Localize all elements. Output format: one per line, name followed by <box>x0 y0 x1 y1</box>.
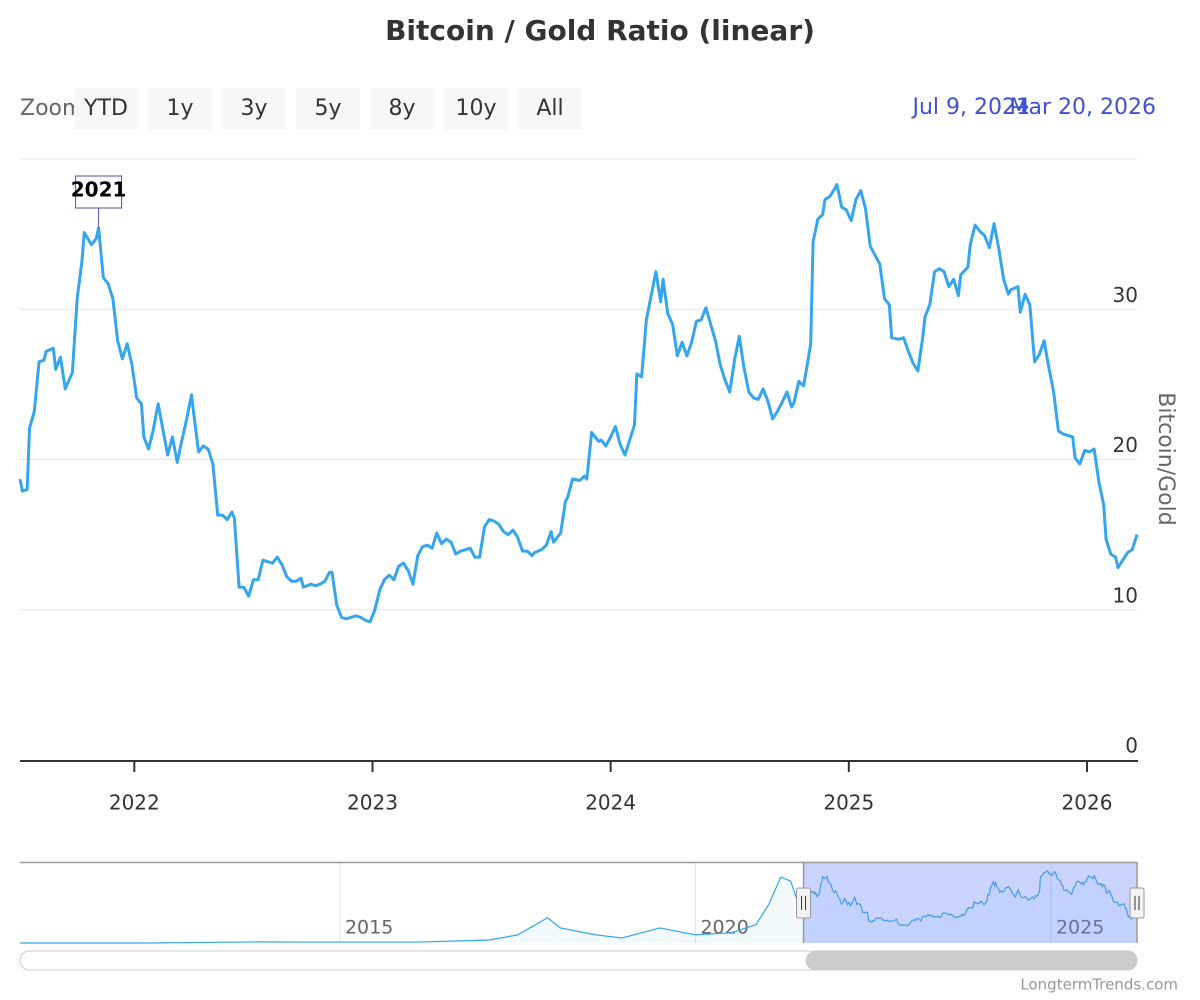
flag-label: 2021 <box>71 178 127 202</box>
range-button-bg <box>74 88 138 130</box>
range-button-bg <box>148 88 212 130</box>
y-tick-label: 10 <box>1113 583 1138 607</box>
navigator-recent-line <box>802 869 1138 927</box>
range-button[interactable]: 1y <box>148 88 212 130</box>
zoom-label: Zoom <box>20 96 83 121</box>
y-tick-label: 0 <box>1125 734 1138 758</box>
range-button[interactable]: YTD <box>74 88 138 130</box>
range-button-bg <box>296 88 360 130</box>
navigator-tick-label: 2020 <box>700 917 748 939</box>
x-tick-label: 2026 <box>1062 791 1113 815</box>
navigator-handle-grip <box>1134 896 1140 910</box>
range-button-label: 10y <box>455 96 496 121</box>
navigator-handle[interactable] <box>796 887 812 919</box>
data-line <box>18 183 1139 624</box>
y-axis-label: Bitcoin/Gold <box>1153 392 1178 525</box>
navigator-handle-grip <box>801 896 807 910</box>
range-button-label: 3y <box>240 96 267 121</box>
range-button[interactable]: 8y <box>370 88 434 130</box>
y-tick-label: 20 <box>1113 433 1138 457</box>
navigator-handle[interactable] <box>1129 887 1145 919</box>
credits: LongtermTrends.com <box>1020 976 1178 994</box>
range-button-bg <box>370 88 434 130</box>
y-tick-label: 30 <box>1113 283 1138 307</box>
scrollbar-thumb[interactable] <box>805 951 1137 970</box>
x-tick-label: 2024 <box>585 791 636 815</box>
range-button-bg <box>518 88 582 130</box>
range-button[interactable]: 5y <box>296 88 360 130</box>
range-button-label: All <box>536 96 563 121</box>
range-button[interactable]: 3y <box>222 88 286 130</box>
navigator-handle-body <box>1129 887 1145 919</box>
range-button[interactable]: 10y <box>444 88 508 130</box>
range-button-label: 8y <box>388 96 415 121</box>
navigator-tick-label: 2015 <box>345 917 393 939</box>
navigator-tick-label: 2025 <box>1056 917 1104 939</box>
navigator-area <box>20 870 1137 943</box>
navigator-selection <box>803 862 1137 943</box>
range-button-label: YTD <box>83 96 128 121</box>
navigator-handle-body <box>796 887 812 919</box>
x-tick-label: 2023 <box>347 791 398 815</box>
range-to: Mar 20, 2026 <box>1010 95 1156 120</box>
range-button-bg <box>444 88 508 130</box>
navigator-history-line <box>20 876 800 944</box>
range-button-label: 5y <box>314 96 341 121</box>
range-button-label: 1y <box>166 96 193 121</box>
range-from: Jul 9, 2021 <box>910 95 1030 120</box>
x-tick-label: 2022 <box>109 791 160 815</box>
x-tick-label: 2025 <box>823 791 874 815</box>
chart-title: Bitcoin / Gold Ratio (linear) <box>385 14 815 47</box>
flag-box <box>75 175 123 209</box>
range-button[interactable]: All <box>518 88 582 130</box>
range-button-bg <box>222 88 286 130</box>
range-separator: → <box>1011 95 1029 120</box>
